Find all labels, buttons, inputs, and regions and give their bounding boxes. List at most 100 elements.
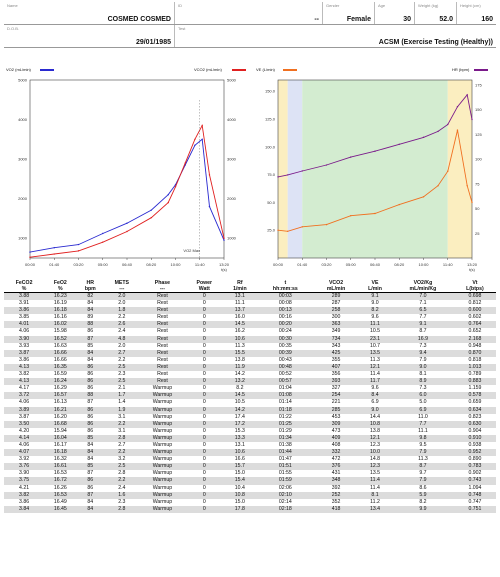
table-cell: 9.6 bbox=[371, 314, 379, 321]
table-cell: 2.8 bbox=[118, 470, 126, 477]
table-cell: 16.72 bbox=[44, 477, 77, 485]
table-cell: 4.01 bbox=[4, 321, 45, 329]
table-row: 4.20 15.94 86 3.1 Warmup 0 15.3 01:29 473 13.8 11.… bbox=[4, 428, 496, 435]
table-cell: 10.5 bbox=[234, 399, 245, 406]
series-point bbox=[447, 123, 449, 126]
dob-label: D.O.B. bbox=[7, 26, 20, 31]
dob-cell: D.O.B. 29/01/1985 bbox=[4, 25, 174, 47]
table-cell: 13.1 bbox=[234, 441, 245, 448]
series-point bbox=[150, 209, 152, 211]
table-row: 4.06 16.13 87 1.4 Warmup 0 10.5 01:14 221 6.9 5.0 0… bbox=[4, 399, 496, 406]
table-cell: 9.0 bbox=[358, 406, 393, 414]
table-cell: 0 bbox=[202, 470, 206, 477]
table-cell: 8.2 bbox=[236, 385, 244, 392]
column-unit: --- bbox=[104, 286, 140, 293]
table-cell: 0.783 bbox=[453, 463, 496, 471]
table-row: 3.91 16.19 84 2.0 Rest 0 11.1 00:08 287 9.0 7.1 0.8… bbox=[4, 300, 496, 307]
table-cell: 3.82 bbox=[19, 371, 30, 378]
table-cell: 352 bbox=[331, 498, 341, 505]
table-cell: 3.88 bbox=[4, 292, 45, 301]
table-cell: 12.3 bbox=[369, 441, 381, 448]
table-cell: 00:08 bbox=[278, 300, 292, 307]
series-point bbox=[301, 226, 303, 228]
table-cell: 5.9 bbox=[392, 491, 454, 499]
series-point bbox=[29, 251, 31, 253]
table-cell: 2.3 bbox=[118, 371, 126, 378]
table-cell: 9.0 bbox=[392, 363, 454, 372]
table-cell: 343 bbox=[331, 342, 341, 349]
table-cell: 84 bbox=[87, 498, 94, 505]
table-cell: 3.84 bbox=[4, 505, 45, 513]
table-cell: 00:39 bbox=[256, 349, 315, 357]
table-cell: 01:14 bbox=[278, 399, 292, 406]
table-cell: 16.18 bbox=[44, 307, 77, 315]
table-cell: 86 bbox=[87, 328, 94, 335]
table-cell: 16.68 bbox=[44, 420, 77, 428]
table-cell: 16.26 bbox=[53, 484, 67, 491]
table-cell: 14.5 bbox=[223, 321, 257, 329]
table-cell: 84 bbox=[87, 356, 94, 363]
table-cell: 0 bbox=[202, 427, 206, 434]
column-unit: mL/min bbox=[314, 286, 358, 293]
table-cell: 00:30 bbox=[256, 335, 315, 343]
y-tick-left: 100.0 bbox=[265, 144, 276, 149]
weight-cell: Weight (kg) 52.0 bbox=[414, 2, 456, 24]
table-cell: 3.93 bbox=[19, 342, 30, 349]
table-cell: 86 bbox=[76, 420, 105, 428]
table-cell: 2.7 bbox=[118, 441, 126, 448]
table-cell: 13.8 bbox=[369, 427, 381, 434]
table-cell: 3.91 bbox=[19, 300, 30, 307]
table-cell: 3.72 bbox=[4, 392, 45, 400]
table-cell: 0 bbox=[185, 505, 224, 513]
x-tick-label: 01:40 bbox=[49, 262, 60, 267]
table-cell: 0.659 bbox=[468, 399, 482, 406]
table-cell: 16.66 bbox=[44, 349, 77, 357]
table-cell: 11.3 bbox=[418, 456, 428, 463]
x-tick-label: 10:00 bbox=[170, 262, 181, 267]
y-tick-left: 75.0 bbox=[267, 172, 276, 177]
table-cell: 14.8 bbox=[369, 456, 381, 463]
table-cell: Warmup bbox=[139, 392, 186, 400]
table-cell: 2.0 bbox=[118, 300, 126, 307]
table-cell: 16.13 bbox=[53, 399, 67, 406]
column-header: Vt bbox=[472, 280, 478, 286]
column-unit: % bbox=[4, 286, 45, 293]
table-cell: 1.6 bbox=[104, 491, 140, 499]
table-cell: Rest bbox=[157, 342, 168, 349]
table-cell: 86 bbox=[76, 406, 105, 414]
patient-header-row-2: D.O.B. 29/01/1985 Test ACSM (Exercise Te… bbox=[4, 25, 496, 48]
table-cell: 87 bbox=[87, 470, 94, 477]
y-tick-right: 50 bbox=[475, 206, 480, 211]
table-cell: 10.6 bbox=[223, 449, 257, 457]
table-row: 4.13 16.35 86 2.5 Rest 0 11.9 00:48 407 12.1 9.0 1.… bbox=[4, 363, 496, 372]
column-header: VE bbox=[371, 280, 379, 286]
table-cell: 0.902 bbox=[468, 470, 482, 477]
test-label: Test bbox=[178, 26, 186, 31]
table-cell: Rest bbox=[157, 328, 168, 335]
y-tick-right: 75 bbox=[475, 181, 480, 186]
table-cell: 01:59 bbox=[256, 477, 315, 485]
x-tick-label: 05:00 bbox=[98, 262, 109, 267]
table-cell: 4.06 bbox=[19, 399, 30, 406]
x-tick-label: 11:40 bbox=[443, 262, 453, 267]
table-cell: 17.2 bbox=[223, 420, 257, 428]
table-cell: 8.1 bbox=[358, 491, 393, 499]
table-cell: 84 bbox=[87, 441, 94, 448]
series-point bbox=[208, 205, 211, 208]
table-cell: 1.013 bbox=[453, 363, 496, 372]
column-header: VCO2 bbox=[328, 280, 344, 286]
y-tick-right: 4000 bbox=[227, 117, 237, 122]
series-point bbox=[422, 136, 425, 139]
table-cell: 4.8 bbox=[104, 335, 140, 343]
table-cell: 3.1 bbox=[118, 427, 126, 434]
table-cell: 01:25 bbox=[256, 420, 315, 428]
table-row: 4.06 16.17 84 2.7 Warmup 0 13.1 01:38 408 12.3 9.5… bbox=[4, 442, 496, 449]
table-cell: 01:18 bbox=[256, 406, 315, 414]
vco2-legend-label: VCO2 (mL/min) bbox=[194, 67, 222, 72]
table-cell: 84 bbox=[87, 300, 94, 307]
table-cell: 11.4 bbox=[370, 371, 380, 378]
table-cell: 9.1 bbox=[358, 292, 393, 301]
table-cell: Rest bbox=[157, 371, 168, 378]
table-cell: 6.9 bbox=[392, 406, 454, 414]
table-row: 3.82 16.59 86 2.3 Rest 0 14.2 00:52 356 11.4 8.1 0.… bbox=[4, 371, 496, 378]
